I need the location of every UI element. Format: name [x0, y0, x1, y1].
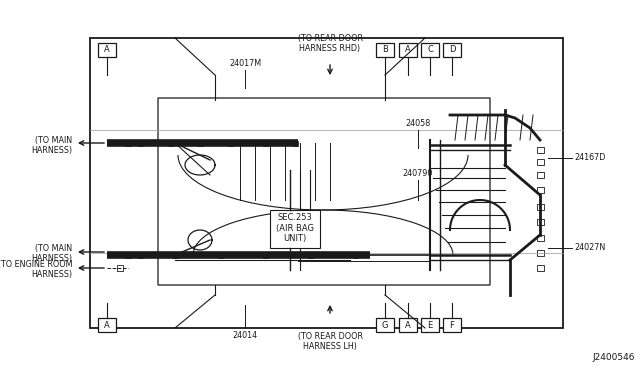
- Bar: [376, 43, 394, 57]
- Bar: [138, 141, 143, 145]
- Bar: [168, 141, 173, 145]
- Bar: [173, 253, 177, 257]
- Bar: [421, 318, 439, 332]
- Bar: [537, 159, 544, 165]
- Text: 24167D: 24167D: [574, 154, 605, 163]
- Bar: [98, 318, 116, 332]
- Text: SEC.253: SEC.253: [278, 214, 312, 222]
- Text: (TO REAR DOOR: (TO REAR DOOR: [298, 331, 362, 340]
- Text: D: D: [449, 45, 455, 55]
- Bar: [537, 147, 544, 153]
- Text: 24014: 24014: [232, 330, 257, 340]
- Text: (TO REAR DOOR: (TO REAR DOOR: [298, 33, 362, 42]
- Bar: [421, 43, 439, 57]
- Text: 240790: 240790: [403, 170, 433, 179]
- Bar: [443, 43, 461, 57]
- Bar: [353, 253, 358, 257]
- Text: (TO ENGINE ROOM: (TO ENGINE ROOM: [0, 260, 72, 269]
- Bar: [125, 140, 131, 146]
- Text: C: C: [427, 45, 433, 55]
- Bar: [537, 187, 544, 193]
- Text: HARNESS LH): HARNESS LH): [303, 341, 357, 350]
- Text: HARNESS): HARNESS): [31, 145, 72, 154]
- Text: E: E: [428, 321, 433, 330]
- Text: A: A: [104, 45, 110, 55]
- Text: 24027N: 24027N: [574, 244, 605, 253]
- Text: B: B: [382, 45, 388, 55]
- Text: A: A: [104, 321, 110, 330]
- Bar: [399, 318, 417, 332]
- Bar: [198, 141, 202, 145]
- Text: UNIT): UNIT): [284, 234, 307, 243]
- Bar: [399, 43, 417, 57]
- Bar: [270, 210, 320, 248]
- Bar: [98, 43, 116, 57]
- Text: F: F: [449, 321, 454, 330]
- Text: HARNESS RHD): HARNESS RHD): [300, 44, 360, 52]
- Text: A: A: [405, 321, 411, 330]
- Bar: [117, 265, 123, 271]
- Bar: [537, 172, 544, 178]
- Text: J2400546: J2400546: [593, 353, 635, 362]
- Bar: [262, 141, 268, 145]
- Text: (TO MAIN: (TO MAIN: [35, 244, 72, 253]
- Text: HARNESS): HARNESS): [31, 254, 72, 263]
- Text: 24058: 24058: [405, 119, 431, 128]
- Text: A: A: [405, 45, 411, 55]
- Text: HARNESS): HARNESS): [31, 270, 72, 279]
- Bar: [537, 250, 544, 256]
- Bar: [262, 253, 268, 257]
- Bar: [218, 253, 223, 257]
- Bar: [537, 204, 544, 210]
- Bar: [227, 141, 232, 145]
- Bar: [125, 252, 131, 258]
- Bar: [376, 318, 394, 332]
- Bar: [307, 253, 312, 257]
- Bar: [537, 265, 544, 271]
- Text: (AIR BAG: (AIR BAG: [276, 224, 314, 232]
- Bar: [292, 141, 298, 145]
- Bar: [138, 253, 143, 257]
- Bar: [443, 318, 461, 332]
- Text: G: G: [381, 321, 388, 330]
- Text: (TO MAIN: (TO MAIN: [35, 135, 72, 144]
- Text: 24017M: 24017M: [229, 58, 261, 67]
- Bar: [537, 235, 544, 241]
- Bar: [537, 219, 544, 225]
